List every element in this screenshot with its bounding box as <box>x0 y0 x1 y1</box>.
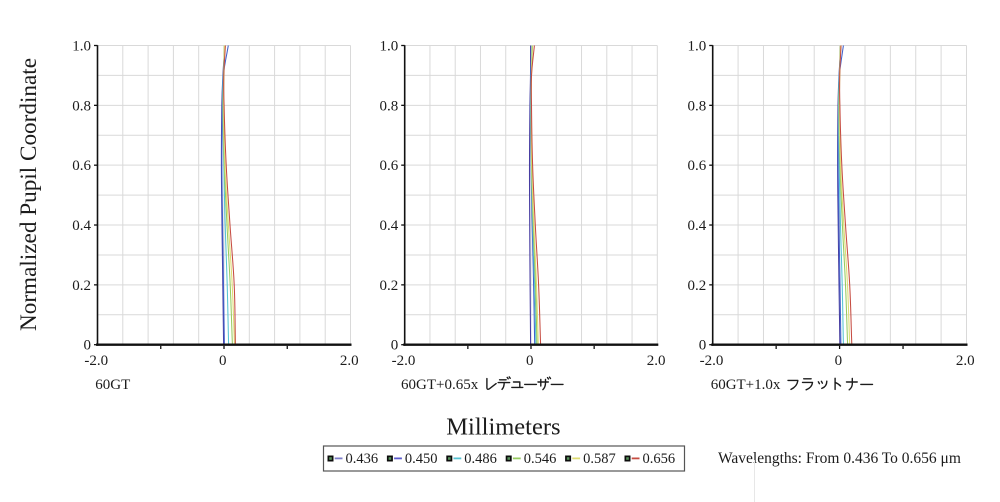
svg-text:0.6: 0.6 <box>379 158 398 174</box>
svg-text:0: 0 <box>84 338 92 354</box>
svg-text:60GT: 60GT <box>95 377 130 393</box>
svg-text:0: 0 <box>699 338 707 354</box>
svg-text:2.0: 2.0 <box>956 353 975 369</box>
svg-text:1.0: 1.0 <box>379 39 398 55</box>
svg-text:0.8: 0.8 <box>687 98 706 114</box>
svg-text:-2.0: -2.0 <box>700 353 724 369</box>
svg-text:-2.0: -2.0 <box>392 353 416 369</box>
svg-text:1.0: 1.0 <box>72 39 91 55</box>
svg-text:0.4: 0.4 <box>72 218 91 234</box>
svg-text:0.4: 0.4 <box>687 218 706 234</box>
svg-text:0.656: 0.656 <box>643 451 676 467</box>
svg-text:0.587: 0.587 <box>583 451 616 467</box>
svg-text:0.8: 0.8 <box>72 98 91 114</box>
svg-text:Normalized Pupil Coordinate: Normalized Pupil Coordinate <box>16 58 42 331</box>
svg-text:2.0: 2.0 <box>647 353 666 369</box>
svg-text:0.4: 0.4 <box>379 218 398 234</box>
svg-text:0.2: 0.2 <box>687 278 706 294</box>
svg-text:60GT+1.0x: 60GT+1.0x <box>711 377 781 393</box>
svg-text:0: 0 <box>526 353 534 369</box>
svg-text:0.436: 0.436 <box>346 451 379 467</box>
svg-text:0: 0 <box>391 338 399 354</box>
svg-text:0.486: 0.486 <box>464 451 497 467</box>
svg-text:Wavelengths: From 0.436 To 0.6: Wavelengths: From 0.436 To 0.656 μm <box>718 450 961 467</box>
svg-text:0.8: 0.8 <box>379 98 398 114</box>
svg-text:0.546: 0.546 <box>524 451 557 467</box>
svg-text:0: 0 <box>835 353 843 369</box>
svg-text:1.0: 1.0 <box>687 39 706 55</box>
svg-text:0.450: 0.450 <box>405 451 438 467</box>
svg-text:0.2: 0.2 <box>72 278 91 294</box>
svg-text:2.0: 2.0 <box>340 353 359 369</box>
svg-text:0.6: 0.6 <box>687 158 706 174</box>
svg-text:0.6: 0.6 <box>72 158 91 174</box>
svg-text:0: 0 <box>219 353 227 369</box>
svg-text:Millimeters: Millimeters <box>446 414 560 441</box>
svg-text:60GT+0.65x: 60GT+0.65x <box>401 377 479 393</box>
svg-text:0.2: 0.2 <box>379 278 398 294</box>
svg-text:-2.0: -2.0 <box>84 353 108 369</box>
